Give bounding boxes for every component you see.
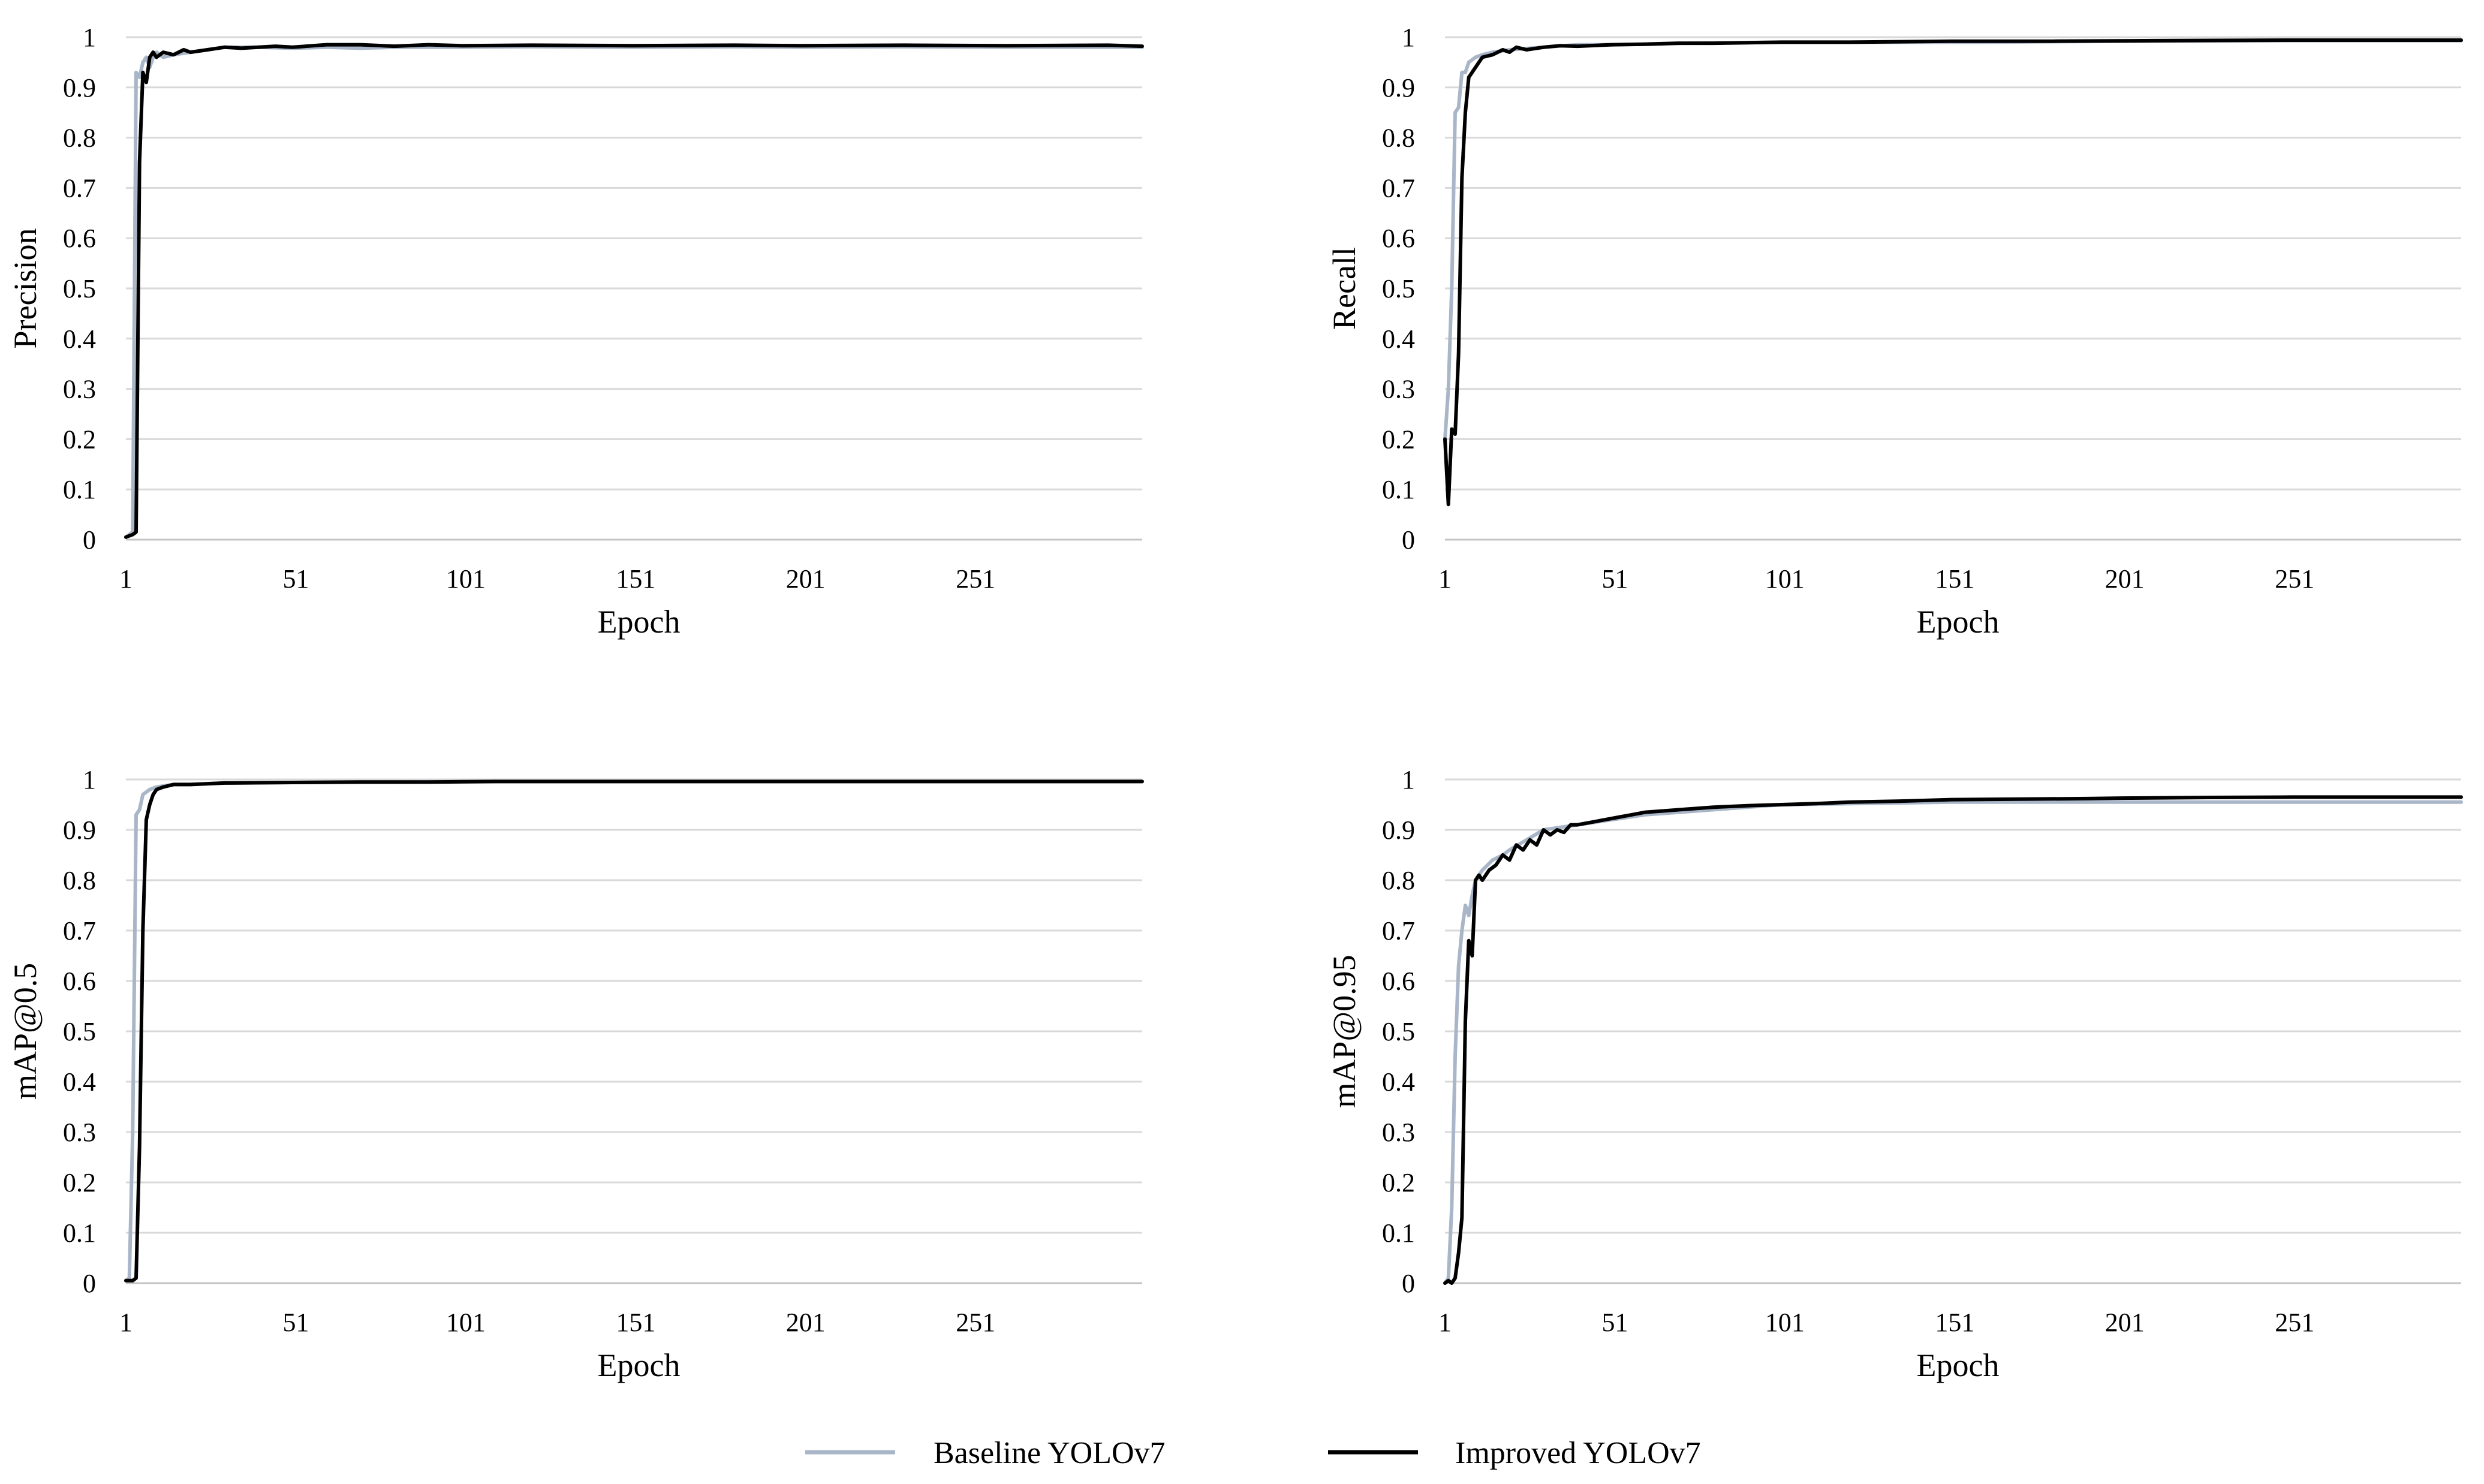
chart3-xtick-label: 151 bbox=[1935, 1308, 1974, 1337]
chart0-xtick-label: 201 bbox=[786, 564, 826, 594]
chart1-ytick-label: 0.2 bbox=[1382, 425, 1415, 454]
chart3-ytick-label: 0.5 bbox=[1382, 1017, 1415, 1046]
chart2-xtick-label: 201 bbox=[786, 1308, 826, 1337]
chart1-ytick-label: 0.8 bbox=[1382, 124, 1415, 153]
chart3-xtick-label: 101 bbox=[1765, 1308, 1805, 1337]
chart3-ytick-label: 0.7 bbox=[1382, 916, 1415, 946]
chart0-xtick-label: 101 bbox=[446, 564, 486, 594]
legend-label-baseline: Baseline YOLOv7 bbox=[934, 1436, 1166, 1470]
chart1-xtick-label: 201 bbox=[2105, 564, 2145, 594]
chart3-xtick-label: 51 bbox=[1601, 1308, 1628, 1337]
chart2-ytick-label: 0.5 bbox=[63, 1017, 96, 1046]
chart1-ytick-label: 0.4 bbox=[1382, 324, 1415, 354]
chart3-ylabel: mAP@0.95 bbox=[1326, 955, 1362, 1107]
chart0-series-improved bbox=[124, 43, 1144, 539]
chart1-ytick-label: 0.5 bbox=[1382, 274, 1415, 303]
chart0-ytick-label: 0.5 bbox=[63, 274, 96, 303]
chart0-series-baseline bbox=[124, 44, 1144, 539]
chart2-ytick-label: 0.3 bbox=[63, 1118, 96, 1147]
chart3-xtick-label: 251 bbox=[2275, 1308, 2314, 1337]
chart0-ytick-label: 0 bbox=[83, 525, 96, 555]
chart1-ytick-label: 0.3 bbox=[1382, 375, 1415, 404]
chart2-ytick-label: 0.7 bbox=[63, 916, 96, 946]
chart3-ytick-label: 0.8 bbox=[1382, 866, 1415, 895]
chart0-ytick-label: 0.4 bbox=[63, 324, 96, 354]
chart3-ytick-label: 0.6 bbox=[1382, 967, 1415, 996]
chart1-xtick-label: 1 bbox=[1438, 564, 1452, 594]
chart2-xtick-label: 151 bbox=[616, 1308, 655, 1337]
chart0-ylabel: Precision bbox=[7, 228, 43, 349]
chart0-ytick-label: 0.6 bbox=[63, 224, 96, 253]
chart2-ytick-label: 0.6 bbox=[63, 967, 96, 996]
chart1-xtick-label: 101 bbox=[1765, 564, 1805, 594]
chart1-xtick-label: 151 bbox=[1935, 564, 1974, 594]
chart1-xlabel: Epoch bbox=[1917, 604, 2000, 640]
chart2-xtick-label: 1 bbox=[119, 1308, 133, 1337]
chart1-ytick-label: 0.7 bbox=[1382, 173, 1415, 203]
chart0-xtick-label: 51 bbox=[282, 564, 309, 594]
chart1-series-improved bbox=[1443, 38, 2463, 507]
chart2-series-improved bbox=[124, 779, 1144, 1283]
chart1-ytick-label: 0.6 bbox=[1382, 224, 1415, 253]
chart1-series-baseline bbox=[1443, 38, 2463, 441]
chart0-ytick-label: 0.7 bbox=[63, 173, 96, 203]
chart2-ytick-label: 0.4 bbox=[63, 1067, 96, 1097]
chart3-ytick-label: 1 bbox=[1402, 765, 1415, 794]
chart-map-0-5: 00.10.20.30.40.50.60.70.80.911 51 101 151 20… bbox=[7, 765, 1144, 1383]
chart3-series-baseline bbox=[1443, 800, 2463, 1285]
chart1-ylabel: Recall bbox=[1326, 247, 1362, 330]
chart0-ytick-label: 0.1 bbox=[63, 475, 96, 504]
chart2-ytick-label: 0.8 bbox=[63, 866, 96, 895]
chart1-ytick-label: 0 bbox=[1402, 525, 1415, 555]
chart1-xtick-label: 51 bbox=[1601, 564, 1628, 594]
chart2-ylabel: mAP@0.5 bbox=[7, 963, 43, 1100]
chart2-ytick-label: 0.2 bbox=[63, 1168, 96, 1197]
chart-recall: 00.10.20.30.40.50.60.70.80.911 51 101 151 20… bbox=[1326, 23, 2463, 640]
chart0-ytick-label: 1 bbox=[83, 23, 96, 52]
chart0-xtick-label: 251 bbox=[956, 564, 995, 594]
chart-precision: 00.10.20.30.40.50.60.70.80.911 51 101 151 20… bbox=[7, 23, 1144, 640]
chart0-ytick-label: 0.3 bbox=[63, 375, 96, 404]
chart3-series-improved bbox=[1443, 795, 2463, 1285]
chart1-ytick-label: 1 bbox=[1402, 23, 1415, 52]
chart-map-0-95: 00.10.20.30.40.50.60.70.80.911 51 101 151 20… bbox=[1326, 765, 2463, 1383]
chart3-ytick-label: 0.4 bbox=[1382, 1067, 1415, 1097]
chart2-ytick-label: 0.1 bbox=[63, 1218, 96, 1248]
chart2-xtick-label: 251 bbox=[956, 1308, 995, 1337]
chart2-ytick-label: 0 bbox=[83, 1269, 96, 1298]
chart3-ytick-label: 0.2 bbox=[1382, 1168, 1415, 1197]
chart3-ytick-label: 0.3 bbox=[1382, 1118, 1415, 1147]
legend-label-improved: Improved YOLOv7 bbox=[1455, 1436, 1701, 1470]
legend: Baseline YOLOv7 Improved YOLOv7 bbox=[805, 1436, 1701, 1470]
chart1-xtick-label: 251 bbox=[2275, 564, 2314, 594]
chart0-ytick-label: 0.8 bbox=[63, 124, 96, 153]
chart3-xtick-label: 1 bbox=[1438, 1308, 1452, 1337]
chart3-xlabel: Epoch bbox=[1917, 1347, 2000, 1383]
chart3-xtick-label: 201 bbox=[2105, 1308, 2145, 1337]
chart2-xtick-label: 51 bbox=[282, 1308, 309, 1337]
chart0-xlabel: Epoch bbox=[598, 604, 681, 640]
chart0-xtick-label: 1 bbox=[119, 564, 133, 594]
chart2-ytick-label: 0.9 bbox=[63, 815, 96, 845]
chart2-xlabel: Epoch bbox=[598, 1347, 681, 1383]
chart1-ytick-label: 0.9 bbox=[1382, 73, 1415, 103]
chart3-ytick-label: 0.9 bbox=[1382, 815, 1415, 845]
chart0-xtick-label: 151 bbox=[616, 564, 655, 594]
chart0-ytick-label: 0.2 bbox=[63, 425, 96, 454]
chart1-ytick-label: 0.1 bbox=[1382, 475, 1415, 504]
chart3-ytick-label: 0 bbox=[1402, 1269, 1415, 1298]
chart2-ytick-label: 1 bbox=[83, 765, 96, 794]
chart0-ytick-label: 0.9 bbox=[63, 73, 96, 103]
chart2-xtick-label: 101 bbox=[446, 1308, 486, 1337]
chart3-ytick-label: 0.1 bbox=[1382, 1218, 1415, 1248]
